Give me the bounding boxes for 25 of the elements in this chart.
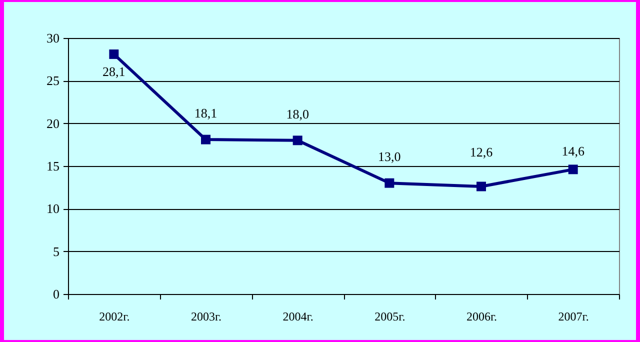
y-tick-label: 30 [46,30,60,46]
data-label: 12,6 [470,144,494,160]
point [476,182,486,192]
point [384,178,394,188]
x-tick-label: 2003г. [190,310,222,324]
x-tick-label: 2005г. [374,310,406,324]
point [201,134,210,144]
x-tick-label: 2007г. [558,310,589,324]
data-label: 14,6 [562,143,585,158]
y-tick-label: 20 [46,116,60,131]
y-tick-label: 5 [53,244,60,259]
point [292,136,302,146]
point [109,49,119,59]
y-tick-label: 0 [53,286,60,302]
x-tick-label: 2002г. [99,310,130,324]
data-label: 18,1 [194,106,218,121]
data-label: 18,0 [286,106,309,122]
x-tick-label: 2006г. [466,310,498,324]
point [568,164,578,174]
data-label: 13,0 [378,149,401,164]
y-tick-label: 15 [46,158,60,174]
y-tick-label: 25 [46,73,60,88]
y-tick-label: 10 [46,201,60,216]
x-tick-label: 2004г. [282,310,314,324]
data-label: 28,1 [102,64,126,80]
